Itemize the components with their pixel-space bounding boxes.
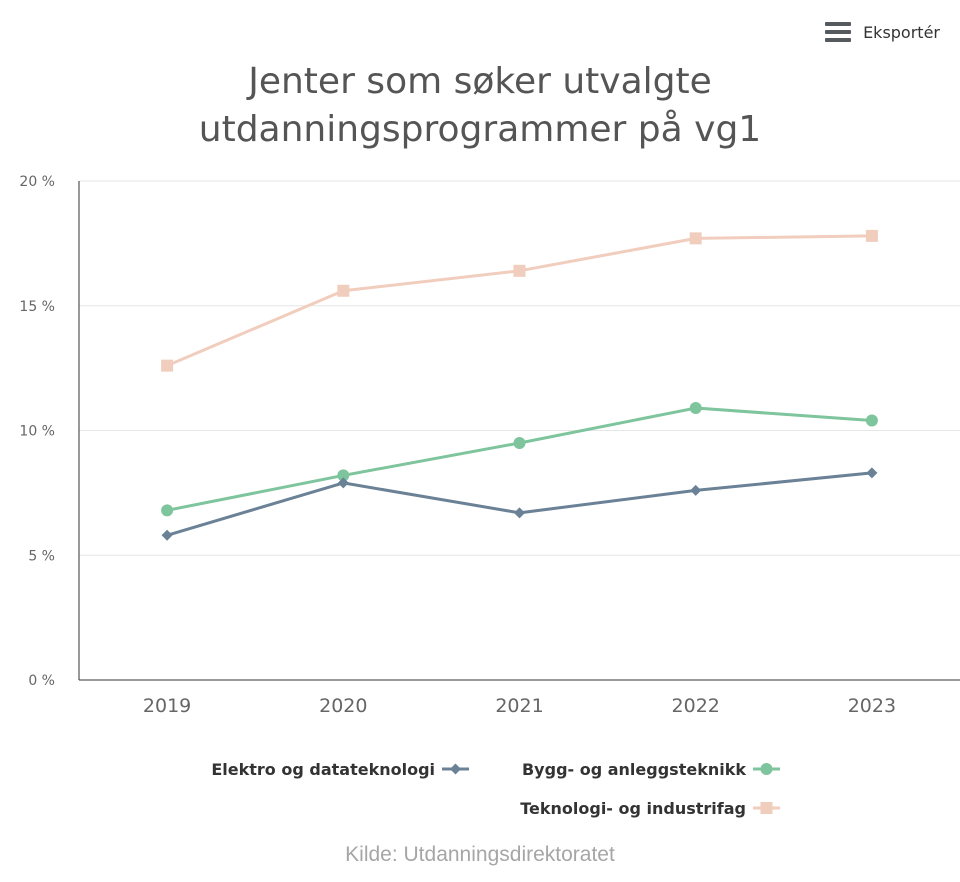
legend-item: Elektro og datateknologi [211,760,469,779]
legend-item: Teknologi- og industrifag [520,799,780,818]
series-3 [161,229,878,372]
chart-title-line-2: utdanningsprogrammer på vg1 [198,109,762,150]
series-line [165,471,874,537]
x-tick-label: 2023 [848,695,896,717]
y-tick-label: 0 % [28,673,55,689]
y-tick-label: 5 % [28,548,55,564]
export-button[interactable]: Eksportér [825,22,940,42]
menu-icon [825,22,852,42]
data-point [337,469,350,482]
data-point [689,232,702,245]
series-line [165,234,874,368]
data-point [161,504,174,517]
data-point [689,402,702,415]
data-point [690,484,702,496]
data-point [513,264,526,277]
data-point [865,229,878,242]
data-point [514,507,525,519]
data-point [337,284,350,297]
legend-item: Bygg- og anleggsteknikk [522,760,780,779]
line-chart: 0 % 5 % 10 % 15 % 20 % 2019 2020 2021 2022 2023 El… [19,174,960,818]
data-point [866,467,878,479]
legend-symbol-marker [760,802,773,814]
chart-title: Jenter som søker utvalgte utdanningsprog… [0,58,960,154]
legend-label: Bygg- og anleggsteknikk [522,760,746,779]
y-tick-label: 15 % [19,299,55,315]
x-tick-label: 2022 [672,695,720,717]
legend-symbol-marker [760,763,773,775]
y-tick-label: 20 % [19,174,55,190]
x-tick-label: 2020 [319,695,367,717]
data-point [865,414,878,427]
data-point [337,477,349,489]
data-point [161,359,174,372]
export-label: Eksportér [863,22,940,42]
data-point [161,529,173,541]
x-tick-label: 2019 [143,695,191,717]
series-line [165,406,874,512]
x-tick-label: 2021 [495,695,543,717]
legend-label: Elektro og datateknologi [211,760,435,779]
legend-label: Teknologi- og industrifag [520,799,746,818]
source-text: Kilde: Utdanningsdirektoratet [345,843,615,866]
data-point [513,436,526,449]
chart-title-line-1: Jenter som søker utvalgte [248,61,712,102]
series-1 [161,467,878,541]
legend-symbol-marker [450,763,461,775]
y-tick-label: 10 % [19,424,55,440]
series-2 [161,402,878,517]
